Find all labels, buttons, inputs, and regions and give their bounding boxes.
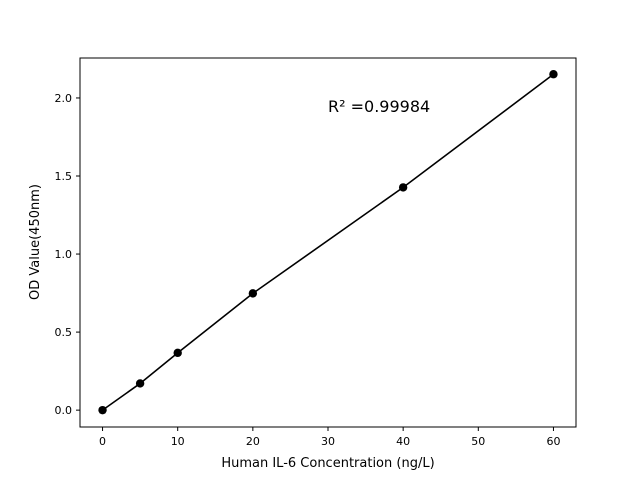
data-point xyxy=(173,348,182,358)
x-tick-label: 20 xyxy=(246,435,260,448)
y-tick-label: 0.5 xyxy=(55,326,73,339)
data-point xyxy=(398,183,408,192)
y-tick-label: 0.0 xyxy=(55,404,73,417)
x-tick-label: 40 xyxy=(396,435,410,448)
x-tick-label: 50 xyxy=(471,435,485,448)
data-point xyxy=(98,405,107,415)
r-squared-annotation: R² =0.99984 xyxy=(328,97,430,116)
data-point xyxy=(549,70,558,79)
series-line xyxy=(102,73,554,411)
x-tick-label: 60 xyxy=(546,435,560,448)
y-tick-label: 1.0 xyxy=(55,248,73,261)
x-tick-label: 30 xyxy=(321,435,335,448)
x-tick-label: 10 xyxy=(171,435,185,448)
data-point xyxy=(135,379,145,388)
x-axis-label: Human IL-6 Concentration (ng/L) xyxy=(221,456,434,471)
x-tick-label: 0 xyxy=(99,435,106,448)
data-point xyxy=(248,289,258,298)
y-tick-label: 1.5 xyxy=(55,170,73,183)
y-tick-label: 2.0 xyxy=(55,92,73,105)
y-axis-label: OD Value(450nm) xyxy=(28,184,43,300)
